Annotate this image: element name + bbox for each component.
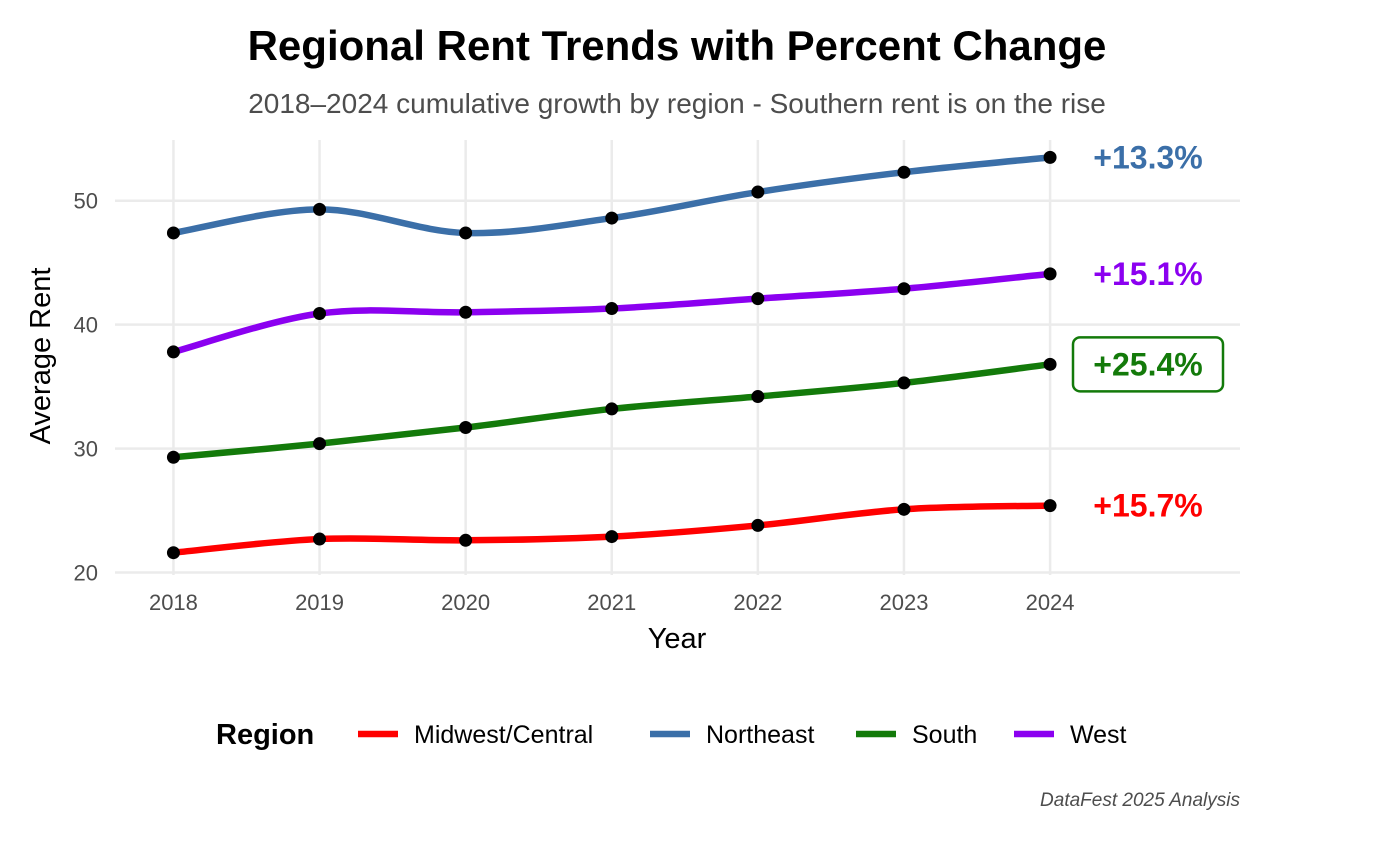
data-point-northeast — [313, 202, 327, 216]
legend-title: Region — [216, 719, 314, 751]
data-point-midwest-central — [1043, 499, 1057, 513]
data-point-midwest-central — [605, 530, 619, 544]
data-point-west — [1043, 267, 1057, 281]
legend-label-midwest-central: Midwest/Central — [414, 721, 593, 749]
data-point-south — [1043, 357, 1057, 371]
data-point-west — [166, 345, 180, 359]
data-point-northeast — [605, 211, 619, 225]
axis-ticks: 2018 2019 2020 2021 2022 2023 2024 20 30 40 50 — [74, 189, 1075, 615]
data-point-northeast — [751, 185, 765, 199]
data-point-northeast — [166, 226, 180, 240]
x-tick-label: 2020 — [441, 590, 490, 615]
x-tick-label: 2018 — [149, 590, 198, 615]
data-point-west — [751, 292, 765, 306]
data-point-west — [459, 305, 473, 319]
chart-title: Regional Rent Trends with Percent Change — [248, 22, 1107, 69]
data-point-west — [897, 282, 911, 296]
data-point-midwest-central — [313, 532, 327, 546]
pct-label-south: +25.4% — [1093, 346, 1202, 382]
data-point-south — [313, 437, 327, 451]
y-tick-label: 20 — [74, 561, 98, 586]
legend-label-west: West — [1070, 721, 1127, 749]
percent-change-labels: +13.3% +15.1% +25.4% +15.7% — [1071, 139, 1225, 524]
data-point-midwest-central — [166, 546, 180, 560]
chart-caption: DataFest 2025 Analysis — [1040, 790, 1240, 811]
y-axis-title: Average Rent — [25, 268, 57, 445]
y-tick-label: 30 — [74, 437, 98, 462]
data-point-midwest-central — [459, 533, 473, 547]
data-point-northeast — [897, 165, 911, 179]
legend-label-south: South — [912, 721, 977, 749]
legend: Region Midwest/Central Northeast South West — [216, 719, 1127, 751]
chart-subtitle: 2018–2024 cumulative growth by region - … — [248, 88, 1106, 119]
x-tick-label: 2021 — [587, 590, 636, 615]
data-point-south — [605, 402, 619, 416]
data-point-northeast — [1043, 150, 1057, 164]
data-point-south — [897, 376, 911, 390]
data-point-midwest-central — [897, 502, 911, 516]
pct-label-midwest-central: +15.7% — [1093, 488, 1202, 524]
legend-label-northeast: Northeast — [706, 721, 814, 749]
data-point-northeast — [459, 226, 473, 240]
x-tick-label: 2024 — [1026, 590, 1075, 615]
x-tick-label: 2019 — [295, 590, 344, 615]
data-point-south — [166, 450, 180, 464]
pct-label-northeast: +13.3% — [1093, 139, 1202, 175]
x-axis-title: Year — [648, 623, 707, 655]
data-point-midwest-central — [751, 518, 765, 532]
pct-label-west: +15.1% — [1093, 256, 1202, 292]
x-tick-label: 2023 — [879, 590, 928, 615]
y-tick-label: 40 — [74, 313, 98, 338]
data-point-west — [605, 302, 619, 316]
data-point-south — [751, 390, 765, 404]
x-tick-label: 2022 — [733, 590, 782, 615]
data-point-south — [459, 421, 473, 435]
y-tick-label: 50 — [74, 189, 98, 214]
data-point-west — [313, 307, 327, 321]
data-points — [166, 150, 1057, 560]
highlight-box-south — [1071, 336, 1225, 393]
